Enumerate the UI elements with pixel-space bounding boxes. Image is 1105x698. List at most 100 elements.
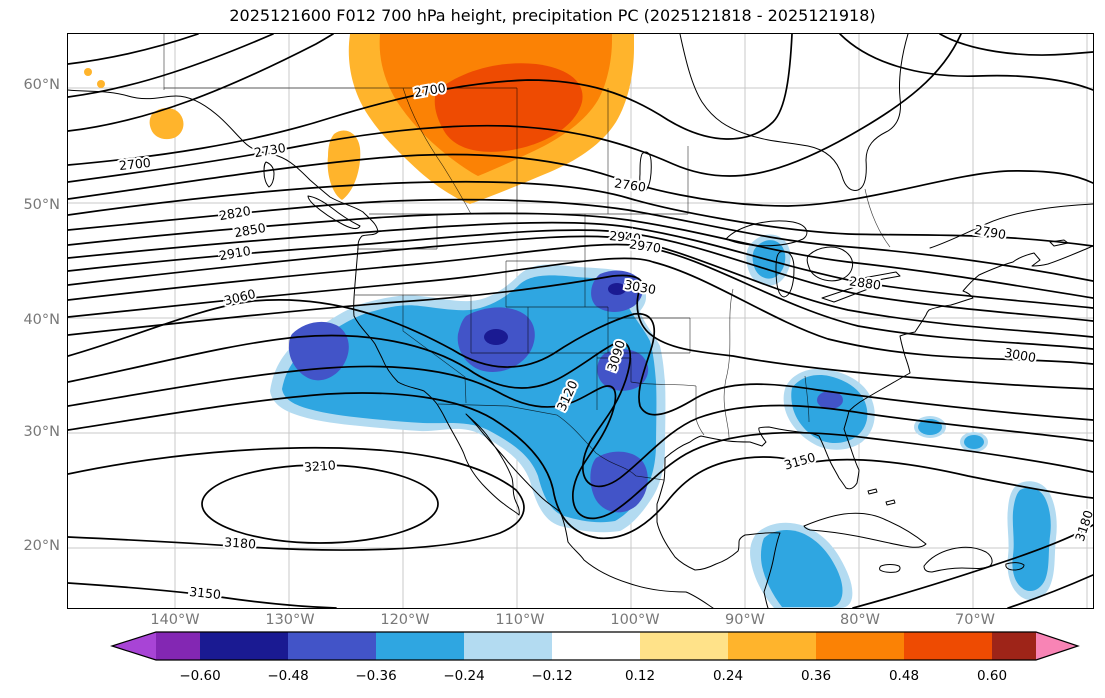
great-lakes	[725, 220, 901, 303]
contour-label: 3150	[189, 584, 222, 602]
colorbar: −0.60 −0.48 −0.36 −0.24 −0.12 0.12 0.24 0.36 0.4…	[110, 631, 1080, 684]
contour-label: 2820	[218, 203, 252, 223]
contour-label: 3180	[1072, 508, 1093, 543]
contour-3030	[68, 274, 1093, 390]
map-canvas: 2700270027302760279028202850288029102940…	[68, 34, 1093, 608]
contour-label: 3150	[782, 449, 817, 472]
hudson-bay-coastline	[679, 34, 909, 191]
colorbar-tick-label: −0.60	[179, 668, 220, 684]
colorbar-outline	[110, 631, 1080, 661]
pc-positive-speck	[84, 68, 92, 76]
y-axis-tick-label: 30°N	[23, 424, 60, 440]
y-axis-tick-label: 20°N	[23, 538, 60, 554]
contour-label: 2940	[609, 228, 642, 246]
colorbar-tick-label: 0.12	[625, 668, 655, 684]
colorbar-tick-label: −0.12	[531, 668, 572, 684]
pc-negative-extreme	[484, 329, 508, 345]
colorbar-band	[728, 632, 816, 660]
colorbar-high-arrow	[1036, 632, 1078, 660]
contour-label: 3000	[1003, 345, 1037, 365]
colorbar-band	[200, 632, 288, 660]
state-and-province-borders	[163, 34, 891, 481]
contour-2640	[68, 34, 274, 98]
pc-negative-core	[597, 349, 649, 391]
contour-3120	[68, 365, 1093, 520]
colorbar-tick-label: −0.24	[443, 668, 484, 684]
colorbar-tick-label: 0.24	[713, 668, 743, 684]
contour-label: 3210	[304, 457, 337, 474]
contour-3090	[68, 334, 1093, 488]
contour-2610	[68, 34, 199, 65]
contour-label: 2880	[848, 273, 882, 292]
contour-label: 2760	[613, 175, 647, 194]
colorbar-tick-label: 0.48	[889, 668, 919, 684]
contour-2760	[68, 153, 1093, 207]
contour-3180-loop	[68, 446, 525, 551]
contour-label: 3060	[223, 286, 258, 308]
contour-label: 2910	[218, 243, 252, 263]
contour-2940	[68, 235, 1093, 338]
x-axis-tick-label: 130°W	[265, 612, 315, 628]
contour-southeast-corner	[1007, 574, 1093, 608]
colorbar-band	[992, 632, 1036, 660]
pc-negative-sky-west	[282, 275, 657, 523]
colorbar-tick-label: 0.60	[977, 668, 1007, 684]
contour-label: 2850	[233, 220, 267, 240]
pacific-and-mexico-coastline	[68, 89, 714, 608]
precipitation-pc-shading	[84, 34, 1057, 608]
map-plot-area: 2700 2700 2730 2760 2790 2820 2850 2880 2910 2940…	[67, 33, 1094, 609]
st-lawrence-coastline	[929, 203, 1093, 249]
colorbar-low-arrow	[112, 632, 156, 660]
colorbar-band	[288, 632, 376, 660]
contour-label: 2700	[118, 155, 151, 173]
pc-negative-sky-hispaniola	[1012, 487, 1051, 592]
colorbar-band	[552, 632, 640, 660]
colorbar-band	[904, 632, 992, 660]
contour-3000	[68, 257, 1093, 365]
y-axis-tick-label: 50°N	[23, 197, 60, 213]
colorbar-tick-label: 0.36	[801, 668, 831, 684]
colorbar-band	[816, 632, 904, 660]
contour-3060	[68, 299, 1093, 421]
contour-2730	[68, 34, 962, 183]
contour-3150-south	[68, 582, 337, 608]
colorbar-band	[156, 632, 200, 660]
x-axis-tick-label: 110°W	[495, 612, 545, 628]
pc-negative-sky-caribbean	[760, 530, 843, 607]
contour-3180-southeast	[852, 524, 1093, 608]
x-axis-tick-label: 90°W	[724, 612, 766, 628]
colorbar-band	[640, 632, 728, 660]
contour-2790	[68, 180, 1093, 247]
colorbar-band	[376, 632, 464, 660]
contour-2970	[68, 243, 1093, 350]
contour-topright-b	[939, 34, 1093, 56]
x-axis-tick-label: 120°W	[380, 612, 430, 628]
contour-2820	[68, 198, 1093, 282]
y-axis-tick-label: 40°N	[23, 312, 60, 328]
contour-label: 2790	[973, 222, 1007, 242]
contour-2670	[68, 34, 334, 132]
x-axis-tick-label: 140°W	[150, 612, 200, 628]
pc-positive-gold-coastal-sliver	[327, 130, 361, 200]
contour-3210-closed	[201, 464, 439, 544]
pc-positive-gold-blob	[149, 108, 184, 140]
chart-title: 2025121600 F012 700 hPa height, precipit…	[229, 6, 876, 25]
contour-2850	[68, 212, 1093, 299]
contour-2910	[68, 229, 1093, 322]
pc-negative-sky-atlantic	[964, 435, 984, 449]
contour-2700	[68, 34, 793, 166]
colorbar-tick-label: −0.48	[267, 668, 308, 684]
contour-3150	[68, 392, 1093, 540]
y-axis-tick-label: 60°N	[23, 77, 60, 93]
x-axis-tick-label: 100°W	[610, 612, 660, 628]
pc-negative-core	[817, 391, 843, 409]
pc-negative-extreme	[608, 283, 626, 295]
x-axis-tick-label: 80°W	[839, 612, 881, 628]
colorbar-band	[464, 632, 552, 660]
contour-2880	[68, 221, 1093, 309]
colorbar-tick-label: −0.36	[355, 668, 396, 684]
contour-topright-a	[839, 34, 1093, 91]
height-contours	[68, 34, 1093, 608]
pc-positive-speck	[97, 80, 105, 88]
